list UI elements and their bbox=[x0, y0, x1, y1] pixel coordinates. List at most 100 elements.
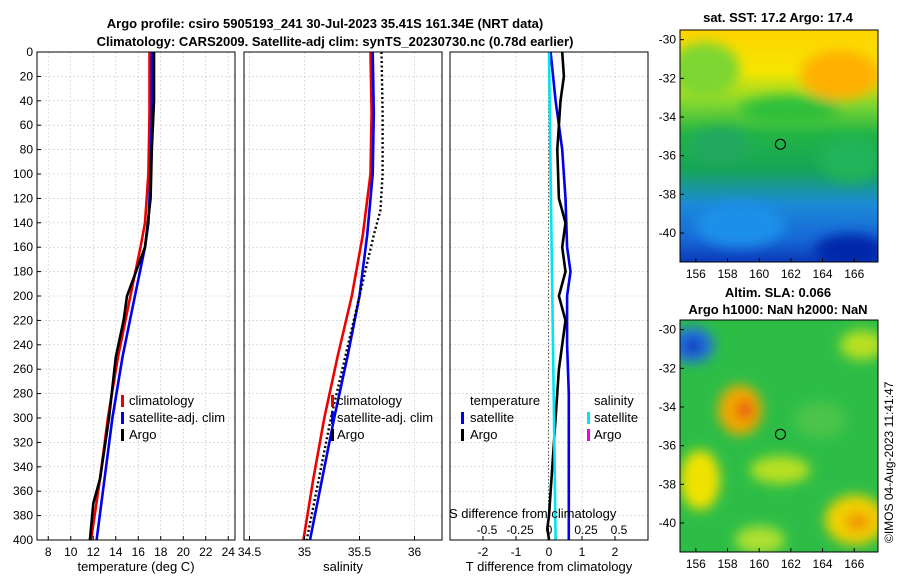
lat-tick-label: -40 bbox=[659, 226, 677, 240]
legend-label-t-satellite: satellite bbox=[470, 410, 514, 425]
sla-map-frame bbox=[679, 319, 879, 553]
s-tick-label: 0.5 bbox=[611, 523, 628, 537]
y-tick-label: 300 bbox=[13, 411, 33, 425]
sst-map-lat-ticks: -30 -32 -34 -36 -38 -40 bbox=[659, 33, 684, 240]
legend-swatch-climatology bbox=[331, 395, 334, 407]
legend-label-argo: Argo bbox=[129, 427, 156, 442]
y-tick-label: 0 bbox=[26, 45, 33, 59]
lon-tick-label: 156 bbox=[686, 267, 706, 281]
x-tick-label: 14 bbox=[109, 545, 123, 559]
s-tick-label: 0.25 bbox=[574, 523, 598, 537]
y-tick-label: 400 bbox=[13, 533, 33, 547]
series-line-argo bbox=[305, 51, 384, 541]
temperature-panel: 8 10 12 14 16 18 20 22 24 0 20 40 60 80 100 120 140 160 1… bbox=[13, 45, 236, 574]
temperature-legend: climatology satellite-adj. clim Argo bbox=[121, 393, 225, 442]
sla-map-lon-ticks: 156 158 160 162 164 166 bbox=[686, 548, 865, 571]
y-tick-label: 240 bbox=[13, 338, 33, 352]
x-tick-label: 20 bbox=[177, 545, 191, 559]
y-tick-label: 320 bbox=[13, 435, 33, 449]
sla-map-title: Altim. SLA: 0.066 bbox=[725, 285, 831, 300]
x-tick-label: 36 bbox=[408, 545, 422, 559]
lat-tick-label: -34 bbox=[659, 400, 677, 414]
lat-tick-label: -36 bbox=[659, 439, 677, 453]
y-tick-label: 360 bbox=[13, 484, 33, 498]
x-tick-label: 24 bbox=[222, 545, 236, 559]
series-line-s-satellite bbox=[547, 51, 557, 541]
x-tick-label: 18 bbox=[154, 545, 168, 559]
argo-location-marker bbox=[774, 428, 786, 440]
sst-map-panel: sat. SST: 17.2 Argo: 17.4 156 158 160 162 16… bbox=[659, 10, 879, 281]
salinity-xlabel: salinity bbox=[323, 559, 363, 574]
y-tick-label: 140 bbox=[13, 216, 33, 230]
legend-swatch-t-argo bbox=[461, 429, 464, 441]
s-tick-label: -0.5 bbox=[477, 523, 498, 537]
lon-tick-label: 158 bbox=[718, 267, 738, 281]
y-tick-label: 20 bbox=[20, 69, 34, 83]
x-tick-label: 16 bbox=[132, 545, 146, 559]
legend-header-temperature: temperature bbox=[470, 393, 540, 408]
lon-tick-label: 166 bbox=[844, 267, 864, 281]
salinity-xticks: 34.5 35 35.5 36 bbox=[238, 536, 422, 559]
difference-panel: -2 -1 0 1 2 -0.5 -0.25 0 0.25 0.5 S difference f… bbox=[449, 51, 649, 574]
y-tick-label: 120 bbox=[13, 191, 33, 205]
y-tick-label: 380 bbox=[13, 509, 33, 523]
legend-swatch-t-satellite bbox=[461, 412, 464, 424]
series-line-t-satellite bbox=[549, 51, 572, 540]
temperature-xticks: 8 10 12 14 16 18 20 22 24 bbox=[45, 536, 235, 559]
legend-label-climatology: climatology bbox=[337, 393, 403, 408]
legend-label-satellite: satellite-adj. clim bbox=[337, 410, 433, 425]
x-tick-label: 34.5 bbox=[238, 545, 262, 559]
lon-tick-label: 162 bbox=[781, 557, 801, 571]
legend-swatch-argo bbox=[331, 429, 334, 441]
legend-swatch-s-argo bbox=[587, 429, 590, 441]
legend-label-climatology: climatology bbox=[129, 393, 195, 408]
lat-tick-label: -40 bbox=[659, 516, 677, 530]
y-tick-label: 160 bbox=[13, 240, 33, 254]
sla-map-lat-ticks: -30 -32 -34 -36 -38 -40 bbox=[659, 323, 684, 530]
lon-tick-label: 160 bbox=[749, 557, 769, 571]
temperature-series bbox=[88, 52, 156, 541]
legend-swatch-argo bbox=[121, 429, 124, 441]
salinity-legend: climatology satellite-adj. clim Argo bbox=[331, 393, 433, 442]
temperature-xlabel: temperature (deg C) bbox=[77, 559, 194, 574]
legend-label-s-argo: Argo bbox=[594, 427, 621, 442]
series-line-satellite-adj-clim bbox=[95, 52, 154, 541]
depth-yticks: 0 20 40 60 80 100 120 140 160 180 200 220 240 260 280 3… bbox=[13, 45, 41, 547]
series-line-climatology bbox=[302, 51, 373, 541]
lon-tick-label: 166 bbox=[844, 557, 864, 571]
difference-xticks: -2 -1 0 1 2 bbox=[478, 536, 619, 559]
lat-tick-label: -38 bbox=[659, 477, 677, 491]
x-tick-label: 10 bbox=[64, 545, 78, 559]
salinity-series bbox=[302, 51, 384, 541]
sla-map-subtitle: Argo h1000: NaN h2000: NaN bbox=[688, 302, 867, 317]
x-tick-label: -2 bbox=[478, 545, 489, 559]
sst-map-image bbox=[680, 30, 878, 262]
legend-swatch-s-satellite bbox=[587, 412, 590, 424]
y-tick-label: 280 bbox=[13, 387, 33, 401]
x-tick-label: 12 bbox=[87, 545, 101, 559]
y-tick-label: 220 bbox=[13, 313, 33, 327]
t-difference-label: T difference from climatology bbox=[466, 559, 633, 574]
difference-grid bbox=[450, 51, 648, 541]
x-tick-label: 8 bbox=[45, 545, 52, 559]
x-tick-label: 0 bbox=[546, 545, 553, 559]
salinity-diff-ticks: -0.5 -0.25 0 0.25 0.5 bbox=[477, 523, 628, 537]
title-line-1: Argo profile: csiro 5905193_241 30-Jul-2… bbox=[107, 16, 543, 31]
y-tick-label: 40 bbox=[20, 94, 34, 108]
x-tick-label: 22 bbox=[199, 545, 213, 559]
lat-tick-label: -38 bbox=[659, 187, 677, 201]
series-line-argo bbox=[88, 52, 156, 541]
lat-tick-label: -32 bbox=[659, 71, 677, 85]
legend-swatch-satellite bbox=[121, 412, 124, 424]
lon-tick-label: 164 bbox=[813, 267, 833, 281]
lon-tick-label: 164 bbox=[813, 557, 833, 571]
salinity-frame bbox=[243, 51, 443, 541]
difference-legend: temperature satellite Argo salinity sate… bbox=[461, 393, 638, 442]
lon-tick-label: 156 bbox=[686, 557, 706, 571]
x-tick-label: 2 bbox=[612, 545, 619, 559]
salinity-panel: 34.5 35 35.5 36 salinity climatology satell… bbox=[238, 51, 443, 574]
x-tick-label: 35.5 bbox=[348, 545, 372, 559]
legend-swatch-satellite bbox=[331, 412, 334, 424]
lat-tick-label: -30 bbox=[659, 33, 677, 47]
